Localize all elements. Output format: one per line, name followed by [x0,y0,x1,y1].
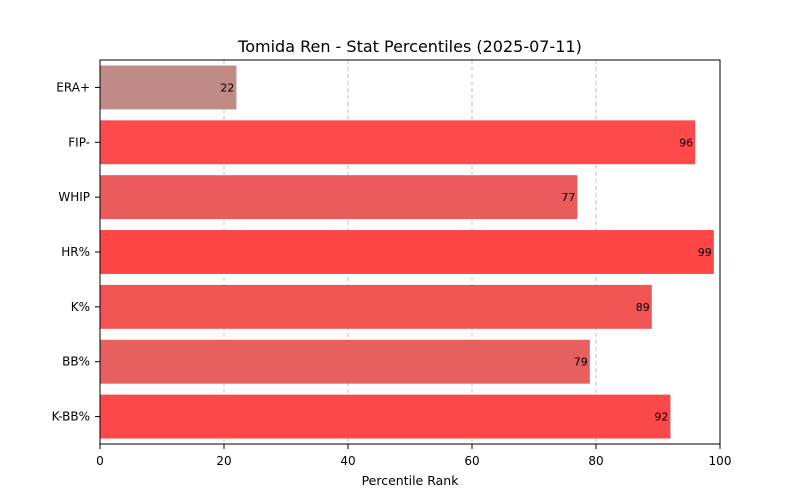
bar-value-label: 89 [636,301,650,314]
bar-value-label: 99 [698,246,712,259]
x-axis-label: Percentile Rank [362,473,460,488]
bar [100,230,714,274]
bar [100,120,696,165]
data-labels-layer: 22 96 77 99 89 79 92 [220,81,711,423]
bar-value-label: 22 [220,81,234,94]
bar [100,339,590,384]
y-tick-label: K-BB% [52,410,90,424]
y-tick-label: WHIP [58,190,90,204]
bar-value-label: 92 [654,411,668,424]
x-tick-label: 40 [340,454,355,468]
bar [100,394,671,439]
chart-title: Tomida Ren - Stat Percentiles (2025-07-1… [237,37,582,56]
y-tick-label: HR% [61,245,90,259]
y-tick-label: ERA+ [56,80,90,94]
x-tick-label: 80 [588,454,603,468]
bar [100,175,578,220]
bar-value-label: 77 [561,191,575,204]
x-tick-label: 0 [96,454,104,468]
x-tick-label: 20 [216,454,231,468]
bar-value-label: 79 [574,356,588,369]
bar-value-label: 96 [679,136,693,149]
bars-layer [100,65,714,439]
x-axis: 0 20 40 60 80 100 [96,444,731,468]
x-tick-label: 60 [464,454,479,468]
y-tick-label: FIP- [68,135,90,149]
y-tick-label: BB% [62,355,90,369]
y-axis: ERA+ FIP- WHIP HR% K% BB% K-BB% [52,80,100,424]
y-tick-label: K% [71,300,90,314]
x-tick-label: 100 [709,454,732,468]
bar [100,65,237,110]
bar [100,284,652,329]
